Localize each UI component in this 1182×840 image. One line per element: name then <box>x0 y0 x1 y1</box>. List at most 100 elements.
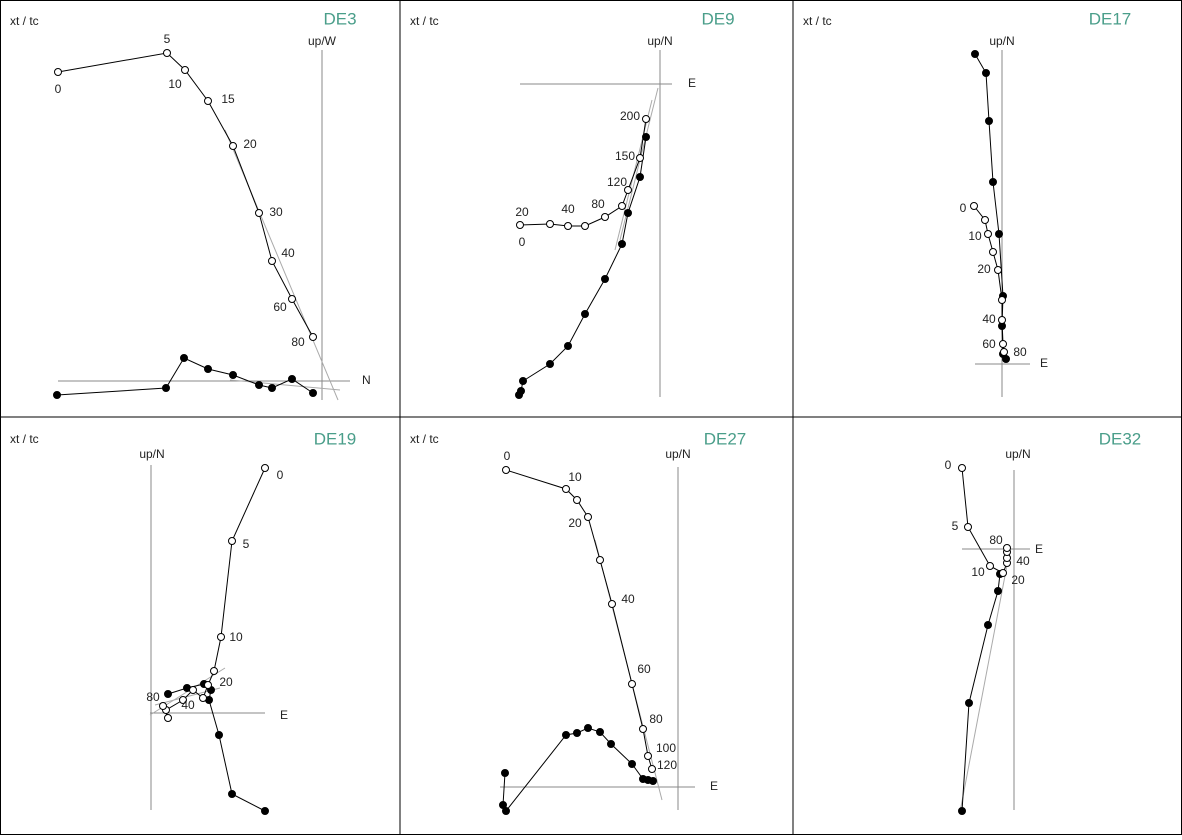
horizontal-projection-point <box>642 133 650 141</box>
path-line <box>961 573 1001 812</box>
corner-label: xt / tc <box>10 432 39 446</box>
step-label: 60 <box>982 337 996 351</box>
horizontal-projection-point <box>228 790 236 798</box>
axis-label: up/N <box>989 34 1014 48</box>
vertical-projection-point <box>644 752 652 760</box>
fit-line <box>229 379 341 391</box>
vertical-projection-point <box>998 296 1006 304</box>
step-label: 0 <box>277 468 284 482</box>
horizontal-projection-point <box>261 807 269 815</box>
panel-title: DE17 <box>1089 9 1132 28</box>
panel-title: DE3 <box>323 9 356 28</box>
vertical-projection-point <box>998 316 1006 324</box>
vertical-projection-point <box>181 66 189 74</box>
horizontal-projection-point <box>971 50 979 58</box>
vertical-projection-point <box>562 485 570 493</box>
horizontal-projection-point <box>982 69 990 77</box>
horizontal-projection-point <box>649 777 657 785</box>
horizontal-projection-point <box>519 377 527 385</box>
vertical-projection-point <box>642 115 650 123</box>
horizontal-projection-point <box>229 371 237 379</box>
step-label: 100 <box>656 741 676 755</box>
axis-label: E <box>710 779 718 793</box>
step-label: 40 <box>181 698 195 712</box>
axis-label: up/W <box>308 34 337 48</box>
path-line <box>502 727 654 812</box>
horizontal-projection-point <box>255 381 263 389</box>
horizontal-projection-point <box>618 240 626 248</box>
vertical-projection-point <box>204 681 212 689</box>
vertical-projection-point <box>516 221 524 229</box>
vertical-projection-point <box>546 220 554 228</box>
axis-label: up/N <box>139 447 164 461</box>
step-label: 5 <box>243 537 250 551</box>
horizontal-projection-point <box>573 729 581 737</box>
path-line <box>162 467 266 719</box>
step-label: 150 <box>615 149 635 163</box>
horizontal-projection-point <box>965 699 973 707</box>
axis-label: up/N <box>1005 447 1030 461</box>
horizontal-projection-point <box>562 731 570 739</box>
panel-title: DE19 <box>314 429 357 448</box>
fit-line <box>224 129 339 401</box>
step-label: 0 <box>504 449 511 463</box>
vertical-projection-point <box>624 186 632 194</box>
vertical-projection-point <box>608 600 616 608</box>
vertical-projection-point <box>210 667 218 675</box>
axis-label: E <box>1040 356 1048 370</box>
horizontal-projection-point <box>517 387 525 395</box>
horizontal-projection-point <box>581 310 589 318</box>
step-label: 10 <box>568 470 582 484</box>
step-label: 40 <box>982 312 996 326</box>
vertical-projection-point <box>261 464 269 472</box>
step-label: 10 <box>229 630 243 644</box>
vertical-projection-point <box>159 702 167 710</box>
vertical-projection-point <box>228 537 236 545</box>
horizontal-projection-point <box>53 391 61 399</box>
axis-label: E <box>688 76 696 90</box>
step-label: 80 <box>146 690 160 704</box>
horizontal-projection-point <box>995 230 1003 238</box>
horizontal-projection-point <box>985 117 993 125</box>
vertical-projection-point <box>964 523 972 531</box>
axis-label: E <box>1035 542 1043 556</box>
path-line <box>505 469 653 770</box>
vertical-projection-point <box>179 696 187 704</box>
vertical-projection-point <box>255 209 263 217</box>
horizontal-projection-point <box>215 731 223 739</box>
step-label: 80 <box>591 197 605 211</box>
step-label: 20 <box>243 137 257 151</box>
vertical-projection-point <box>984 230 992 238</box>
step-label: 80 <box>989 533 1003 547</box>
horizontal-projection-point <box>1002 355 1010 363</box>
axis-label: up/N <box>665 447 690 461</box>
step-label: 20 <box>568 516 582 530</box>
horizontal-projection-point <box>309 389 317 397</box>
vertical-projection-point <box>189 686 197 694</box>
vertical-projection-point <box>958 464 966 472</box>
horizontal-projection-point <box>204 365 212 373</box>
horizontal-projection-point <box>501 769 509 777</box>
step-label: 0 <box>960 201 967 215</box>
step-label: 10 <box>168 77 182 91</box>
vertical-projection-point <box>648 765 656 773</box>
horizontal-projection-point <box>180 354 188 362</box>
corner-label: xt / tc <box>803 14 832 28</box>
step-label: 80 <box>649 712 663 726</box>
vertical-projection-point <box>584 513 592 521</box>
vertical-projection-point <box>573 496 581 504</box>
step-label: 200 <box>620 109 640 123</box>
step-label: 120 <box>657 758 677 772</box>
step-label: 40 <box>561 202 575 216</box>
vertical-projection-point <box>164 714 172 722</box>
horizontal-projection-point <box>984 621 992 629</box>
fit-line <box>959 559 1009 813</box>
axis-label: E <box>280 708 288 722</box>
vertical-projection-point <box>989 248 997 256</box>
horizontal-projection-point <box>624 209 632 217</box>
horizontal-projection-point <box>989 178 997 186</box>
vertical-projection-point <box>1000 348 1008 356</box>
vertical-projection-point <box>1003 544 1011 552</box>
path-line <box>57 52 314 338</box>
horizontal-projection-point <box>268 384 276 392</box>
